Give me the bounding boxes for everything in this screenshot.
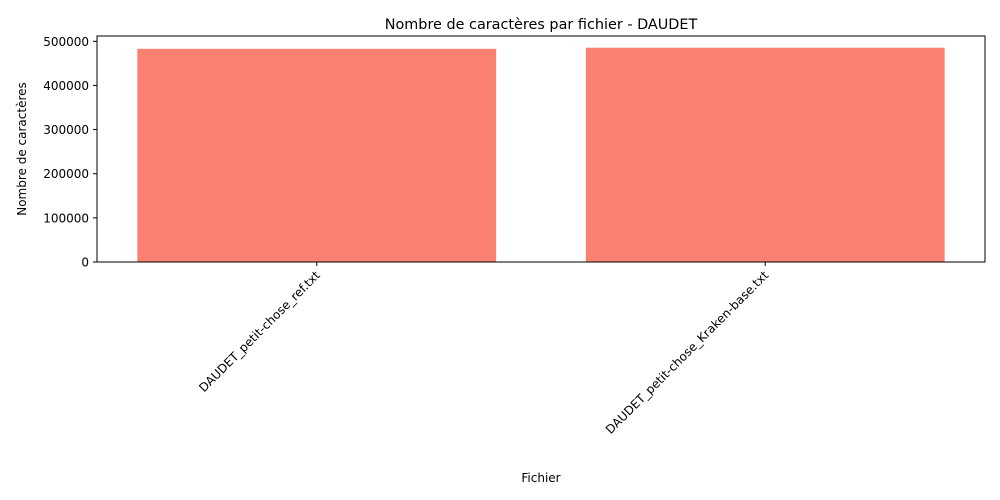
x-axis: DAUDET_petit-chose_ref.txt DAUDET_petit-c…	[196, 262, 772, 437]
plot-frame	[96, 35, 986, 263]
bars-layer	[137, 47, 945, 262]
y-tick-label: 400000	[43, 79, 89, 93]
y-tick-label: 0	[81, 256, 89, 270]
y-tick-label: 300000	[43, 123, 89, 137]
y-axis-label: Nombre de caractères	[15, 82, 29, 216]
y-tick-label: 100000	[43, 211, 89, 225]
x-axis-label: Fichier	[521, 471, 560, 485]
chart-title: Nombre de caractères par fichier - DAUDE…	[385, 17, 698, 33]
y-tick-label: 200000	[43, 167, 89, 181]
y-axis: 0 100000 200000 300000 400000 500000	[43, 35, 97, 270]
y-tick-label: 500000	[43, 35, 89, 49]
x-tick-label: DAUDET_petit-chose_Kraken-base.txt	[603, 268, 772, 437]
bar-2	[585, 47, 945, 262]
x-tick-label: DAUDET_petit-chose_ref.txt	[196, 268, 323, 395]
bar-1	[137, 48, 497, 262]
